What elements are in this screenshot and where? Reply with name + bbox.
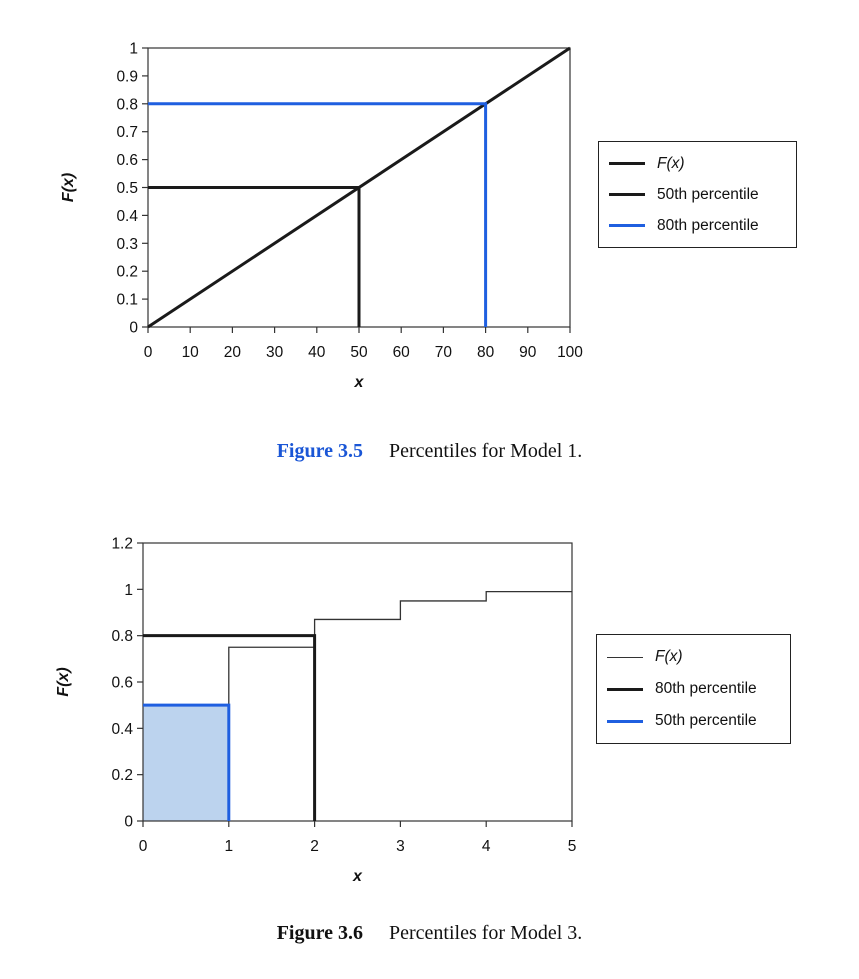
shaded-region [143,705,229,821]
figure-3-6: 0 0.2 0.4 0.6 0.8 1 1.2 0 1 2 3 4 5 F(x) x F(x) 80th p… [0,490,859,979]
series-line [143,634,317,821]
legend-label: 50th percentile [655,712,757,729]
x-tick-label: 30 [266,344,284,361]
x-tick-label: 60 [393,344,411,361]
legend-swatch [607,687,643,691]
legend-label: 80th percentile [655,680,757,697]
legend-swatch [607,719,643,723]
legend-item: 50th percentile [607,705,780,737]
y-tick-label: 0.5 [116,180,138,197]
y-tick-label: 0.6 [116,152,138,169]
figure-caption: Figure 3.5 Percentiles for Model 1. [0,440,859,463]
y-tick-label: 1 [129,41,138,58]
caption-number: Figure 3.5 [276,440,363,462]
y-tick-label: 1 [124,582,133,599]
legend-swatch [609,193,645,196]
legend-item: F(x) [607,641,780,673]
y-tick-label: 0.7 [116,124,138,141]
legend: F(x) 50th percentile 80th percentile [598,141,797,248]
x-tick-label: 0 [144,344,153,361]
y-tick-label: 0.6 [111,675,133,692]
legend-label: 50th percentile [657,185,759,203]
x-tick-label: 10 [182,344,200,361]
y-tick-label: 0.1 [116,292,138,309]
figure-3-5: 0 0.1 0.2 0.3 0.4 0.5 0.6 0.7 0.8 0.9 1 0 10 20 30 40 50… [0,0,859,480]
x-tick-label: 1 [224,838,233,855]
y-tick-label: 0.2 [116,264,138,281]
y-axis-title: F(x) [60,173,77,202]
x-tick-label: 50 [350,344,368,361]
y-tick-label: 0.4 [116,208,138,225]
caption-number: Figure 3.6 [276,922,363,944]
y-tick-label: 0.8 [116,96,138,113]
y-tick-label: 0.2 [111,767,133,784]
y-tick-label: 0.8 [111,628,133,645]
legend-swatch [609,162,645,165]
legend-label: F(x) [655,648,683,665]
legend-item: 80th percentile [609,210,786,241]
y-tick-label: 0.3 [116,236,138,253]
x-axis-title: x [354,374,365,391]
x-tick-label: 40 [308,344,326,361]
x-tick-label: 80 [477,344,495,361]
chart-model-1: 00.10.20.30.40.50.60.70.80.910 10 20 30 40 50… [60,41,583,392]
caption-text: Percentiles for Model 3. [389,922,583,944]
y-axis-title: F(x) [55,667,72,696]
caption-text: Percentiles for Model 1. [389,440,583,462]
y-tick-label: 0 [124,814,133,831]
series-line [143,703,231,821]
x-tick-label: 0 [139,838,148,855]
x-tick-label: 2 [310,838,319,855]
legend-item: 80th percentile [607,673,780,705]
y-tick-label: 0.9 [116,68,138,85]
x-tick-label: 20 [224,344,242,361]
legend-label: F(x) [657,154,685,172]
y-tick-label: 1.2 [111,536,133,553]
y-tick-label: 0.4 [111,721,133,738]
figure-caption: Figure 3.6 Percentiles for Model 3. [0,922,859,945]
series-line [148,186,361,327]
x-tick-label: 90 [519,344,537,361]
x-tick-label: 4 [482,838,491,855]
chart-model-3: 0 0.2 0.4 0.6 0.8 1 1.2 0 1 2 3 4 5 F(x) x [55,536,577,886]
legend: F(x) 80th percentile 50th percentile [596,634,791,744]
legend-swatch [607,656,643,658]
legend-item: F(x) [609,148,786,179]
x-tick-label: 3 [396,838,405,855]
x-tick-label: 100 [557,344,583,361]
x-tick-label: 70 [435,344,453,361]
legend-item: 50th percentile [609,179,786,210]
series-line [148,102,488,327]
legend-label: 80th percentile [657,216,759,234]
x-axis-title: x [352,868,363,885]
y-tick-label: 0 [129,320,138,337]
series-line [143,591,572,706]
legend-swatch [609,224,645,227]
x-tick-label: 5 [568,838,577,855]
